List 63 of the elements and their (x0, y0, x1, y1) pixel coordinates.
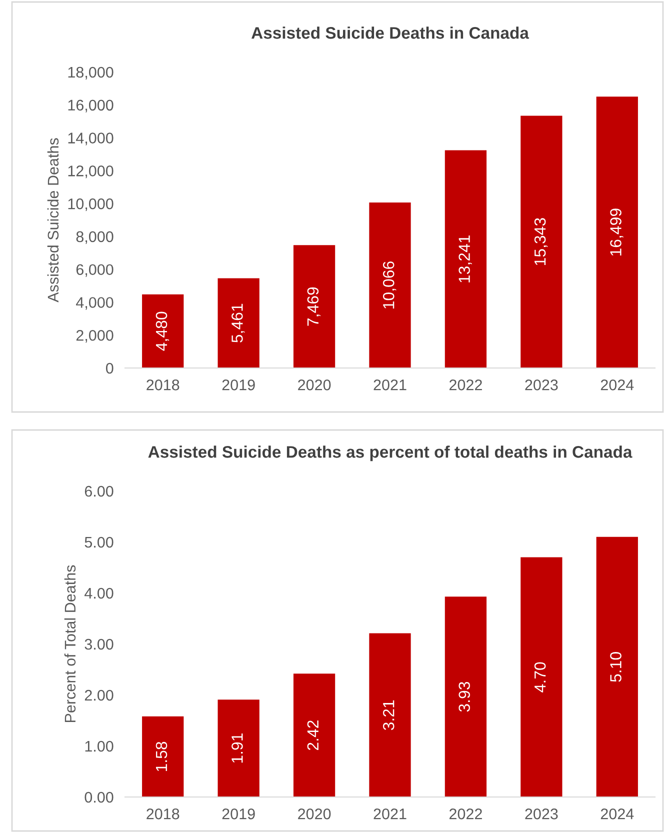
y-axis-title: Assisted Suicide Deaths (47, 138, 59, 302)
chart-title: Assisted Suicide Deaths as percent of total deaths in Canada (148, 446, 632, 462)
x-tick-label: 2023 (525, 808, 558, 820)
x-tick-label: 2020 (298, 380, 331, 390)
y-tick-label: 10,000 (68, 198, 114, 212)
data-label: 4,480 (156, 312, 170, 351)
y-tick-label: 12,000 (68, 166, 114, 178)
x-tick-label: 2019 (222, 808, 255, 820)
y-tick-label: 5.00 (84, 536, 114, 548)
y-tick-label: 14,000 (68, 132, 114, 146)
data-label: 1.91 (232, 734, 243, 763)
y-tick-label: 1.00 (85, 740, 114, 752)
y-tick-label: 6.00 (84, 486, 114, 497)
y-tick-label: 8,000 (76, 231, 114, 244)
bar (293, 674, 336, 797)
x-tick-label: 2018 (146, 808, 180, 820)
x-tick-label: 2024 (600, 808, 634, 820)
data-label: 10,066 (382, 262, 396, 308)
y-axis-title: Percent of Total Deaths (64, 565, 76, 722)
data-label: 13,241 (458, 235, 472, 282)
y-tick-label: 0 (106, 362, 114, 374)
x-tick-label: 2021 (374, 808, 406, 820)
data-label: 4.70 (534, 662, 546, 692)
bar (520, 116, 562, 368)
bar (218, 700, 260, 797)
data-label: 16,499 (610, 208, 624, 256)
y-tick-label: 6,000 (76, 264, 114, 277)
y-tick-label: 4,000 (76, 297, 114, 310)
data-label: 5.10 (610, 652, 622, 682)
bar (596, 96, 638, 368)
data-label: 7,469 (307, 287, 320, 326)
data-label: 3.93 (458, 682, 470, 712)
y-tick-label: 18,000 (68, 66, 114, 80)
x-tick-label: 2021 (374, 380, 406, 390)
x-tick-label: 2020 (298, 808, 331, 820)
bar (520, 557, 562, 797)
bar (444, 596, 487, 797)
x-tick-label: 2022 (449, 808, 482, 820)
data-label: 3.21 (382, 700, 394, 730)
data-label: 1.58 (156, 742, 168, 772)
data-label: 5,461 (232, 304, 245, 342)
x-tick-label: 2018 (146, 380, 180, 390)
y-tick-label: 3.00 (84, 638, 114, 650)
y-tick-label: 16,000 (68, 100, 114, 112)
x-tick-label: 2019 (222, 380, 255, 390)
bar (142, 716, 184, 797)
y-tick-label: 2,000 (76, 330, 114, 343)
y-tick-label: 2.00 (84, 690, 114, 701)
bar (596, 536, 638, 797)
y-tick-label: 4.00 (84, 588, 114, 599)
bar (218, 278, 260, 368)
x-tick-label: 2024 (600, 380, 634, 390)
data-label: 2.42 (307, 720, 318, 750)
bar (369, 202, 411, 368)
bar (369, 633, 411, 797)
bar (444, 150, 487, 368)
x-tick-label: 2022 (449, 380, 482, 390)
y-tick-label: 0.00 (84, 792, 114, 803)
bar (293, 245, 336, 368)
chart-title: Assisted Suicide Deaths in Canada (251, 26, 530, 39)
data-label: 15,343 (534, 218, 548, 266)
bar (142, 294, 184, 368)
x-tick-label: 2023 (525, 380, 558, 390)
